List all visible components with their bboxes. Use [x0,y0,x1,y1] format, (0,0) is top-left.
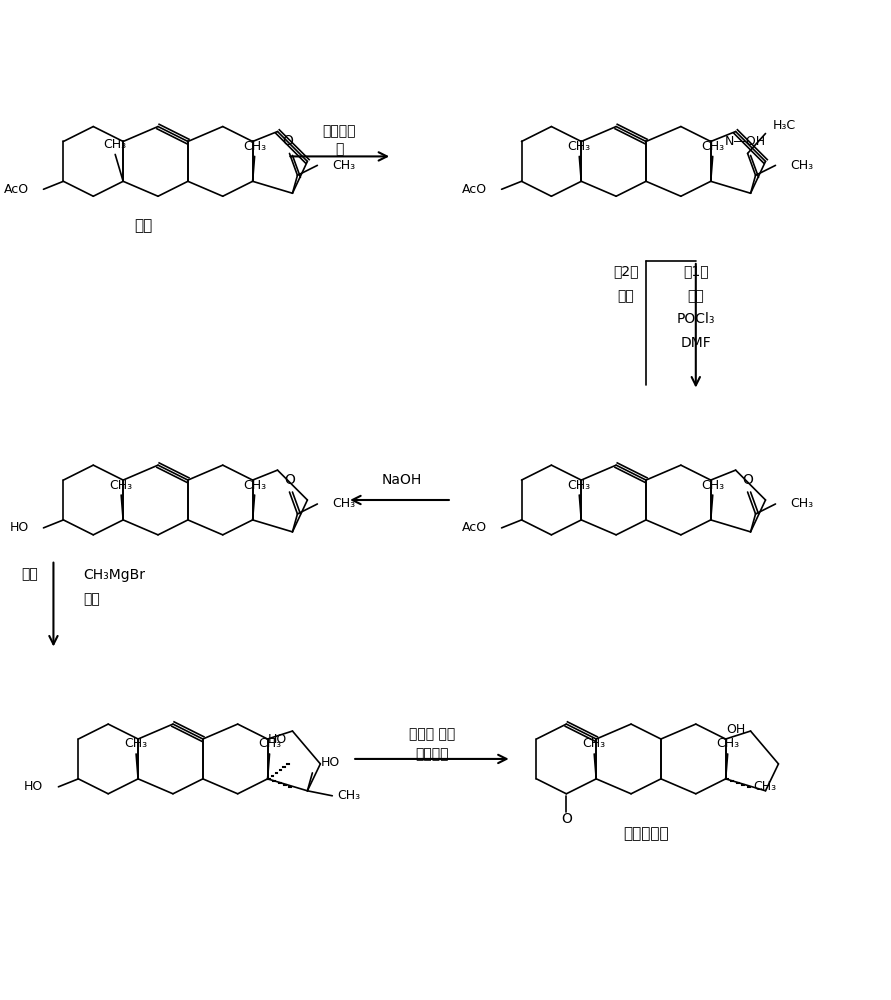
Text: DMF: DMF [681,336,711,350]
Text: H₃C: H₃C [772,119,796,132]
Text: CH₃: CH₃ [790,497,813,510]
Text: OH: OH [726,723,745,736]
Text: 醇: 醇 [335,142,343,156]
Text: POCl₃: POCl₃ [676,312,715,326]
Text: 异丙醇铝: 异丙醇铝 [415,747,449,761]
Text: 吡啶: 吡啶 [688,289,704,303]
Text: O: O [742,473,753,487]
Text: CH₃: CH₃ [243,479,266,492]
Text: 盐酸羟胺: 盐酸羟胺 [323,125,356,139]
Text: O: O [561,812,572,826]
Text: CH₃: CH₃ [103,138,127,151]
Text: CH₃: CH₃ [583,737,606,750]
Text: NaOH: NaOH [382,473,422,487]
Text: HO: HO [321,756,339,769]
Text: （2）: （2） [613,264,639,278]
Text: CH₃: CH₃ [568,479,591,492]
Text: CH₃: CH₃ [716,737,740,750]
Text: 甲苯: 甲苯 [21,568,38,582]
Text: O: O [284,473,295,487]
Text: CH₃: CH₃ [338,789,360,802]
Text: O: O [282,134,293,148]
Text: CH₃: CH₃ [258,737,282,750]
Text: 环己酮 甲苯: 环己酮 甲苯 [409,727,455,741]
Text: 乙醚: 乙醚 [84,593,100,607]
Text: 甲基睾丸素: 甲基睾丸素 [623,826,669,841]
Text: AcO: AcO [462,183,486,196]
Text: CH₃: CH₃ [332,497,356,510]
Text: CH₃: CH₃ [701,140,724,153]
Text: AcO: AcO [462,521,486,534]
Text: CH₃: CH₃ [243,140,266,153]
Text: CH₃: CH₃ [568,140,591,153]
Text: 盐酸: 盐酸 [617,289,634,303]
Text: CH₃: CH₃ [332,159,356,172]
Text: CH₃: CH₃ [110,479,133,492]
Text: HO: HO [9,521,29,534]
Text: AcO: AcO [4,183,29,196]
Text: CH₃: CH₃ [701,479,724,492]
Text: CH₃: CH₃ [125,737,148,750]
Text: N—OH: N—OH [725,135,766,148]
Text: CH₃: CH₃ [754,780,777,793]
Text: HO: HO [268,733,287,746]
Text: HO: HO [24,780,44,793]
Text: CH₃: CH₃ [790,159,813,172]
Text: （1）: （1） [683,264,708,278]
Text: CH₃MgBr: CH₃MgBr [84,568,145,582]
Text: 双烯: 双烯 [134,219,152,234]
